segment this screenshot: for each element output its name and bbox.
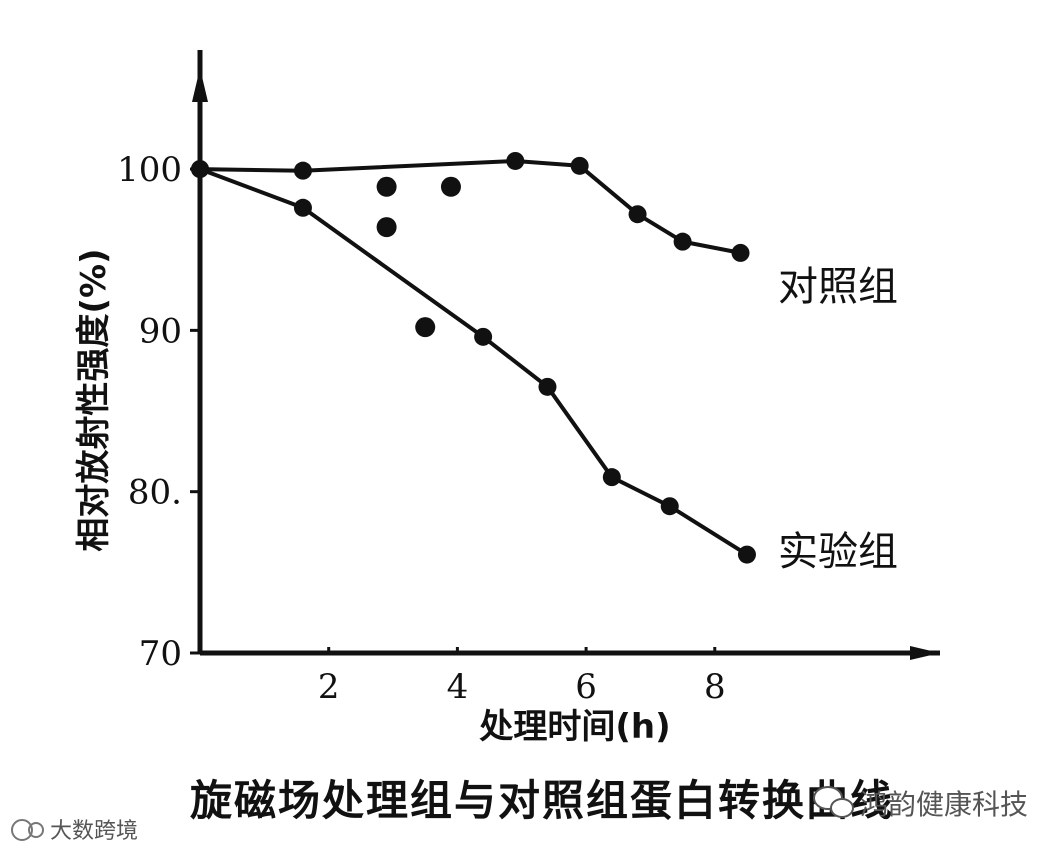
y-axis-arrow	[192, 68, 208, 102]
series-point-1	[191, 160, 209, 179]
axes: 2 4 6 8 70 80. 90 100	[117, 50, 940, 707]
y-tick-label: 90	[139, 311, 182, 351]
series-point-1	[293, 198, 312, 217]
series-point-0	[731, 243, 750, 262]
series-point-1	[737, 545, 756, 564]
y-tick-label: 80.	[128, 473, 182, 513]
scatter-point	[415, 317, 436, 338]
series-group	[191, 151, 756, 564]
watermark-right-text: 鸿韵健康科技	[860, 788, 1028, 821]
scatter-group	[376, 176, 461, 338]
scatter-point	[376, 176, 397, 197]
x-tick-label: 4	[447, 667, 469, 707]
scatter-point	[440, 176, 461, 197]
x-axis-title: 处理时间(h)	[478, 707, 670, 747]
x-tick-label: 8	[704, 667, 726, 707]
y-tick-label: 100	[117, 150, 182, 190]
x-tick-label: 6	[575, 667, 597, 707]
series-point-0	[293, 161, 312, 180]
x-tick-label: 2	[318, 667, 340, 707]
watermark-left-text: 大数跨境	[50, 819, 138, 844]
series-point-1	[660, 497, 679, 516]
watermark-left-logo-icon	[11, 819, 44, 841]
series-point-0	[628, 205, 647, 224]
series-point-1	[602, 468, 621, 487]
wechat-icon	[813, 786, 854, 818]
chart-title: 旋磁场处理组与对照组蛋白转换曲线	[190, 776, 894, 825]
series-label-experiment: 实验组	[778, 529, 898, 575]
y-axis-title: 相对放射性强度(%)	[74, 248, 114, 551]
series-line-0	[199, 159, 741, 255]
x-axis-arrow	[910, 646, 940, 660]
watermark-right: 鸿韵健康科技	[813, 786, 1028, 821]
y-tick-label: 70	[139, 634, 182, 674]
scatter-point	[376, 217, 397, 238]
series-point-1	[538, 377, 557, 396]
series-point-0	[570, 156, 589, 175]
series-point-0	[506, 151, 525, 170]
series-point-1	[474, 327, 493, 346]
watermark-left: 大数跨境	[11, 819, 138, 844]
series-line-1	[199, 167, 749, 557]
series-label-control: 对照组	[778, 264, 898, 310]
series-point-0	[673, 232, 692, 251]
